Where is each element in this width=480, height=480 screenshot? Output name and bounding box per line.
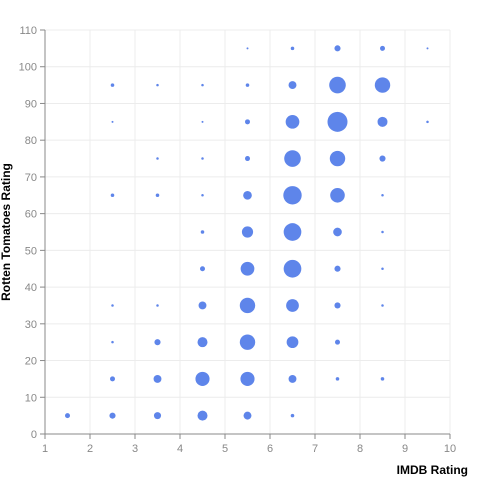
bubble-point	[284, 150, 301, 167]
bubble-point	[198, 337, 208, 347]
bubble-point	[336, 377, 340, 381]
bubble-point	[381, 194, 384, 197]
bubble-point	[111, 83, 115, 87]
bubble-point	[328, 112, 348, 132]
bubble-point	[201, 84, 204, 87]
y-tick-label: 110	[19, 25, 37, 37]
bubble-point	[246, 83, 250, 87]
y-tick-label: 70	[25, 172, 37, 184]
bubble-point	[334, 302, 340, 308]
bubble-point	[201, 157, 204, 160]
bubble-point	[379, 155, 385, 161]
bubble-point	[333, 228, 342, 237]
y-tick-label: 10	[25, 392, 37, 404]
bubble-point	[284, 223, 302, 241]
y-tick-label: 100	[19, 62, 37, 74]
bubble-point	[243, 191, 252, 200]
bubble-point	[240, 298, 255, 313]
bubble-point	[241, 262, 255, 276]
bubble-point	[112, 121, 114, 123]
bubble-point	[154, 339, 160, 345]
y-tick-label: 90	[25, 98, 37, 110]
x-tick-label: 6	[267, 443, 273, 455]
y-tick-label: 50	[25, 245, 37, 257]
bubble-point	[330, 188, 345, 203]
bubble-point	[156, 304, 159, 307]
bubble-point	[289, 375, 297, 383]
bubble-point	[335, 340, 340, 345]
bubble-point	[110, 376, 115, 381]
bubble-point	[199, 302, 207, 310]
bubble-point	[195, 372, 209, 386]
y-tick-label: 80	[25, 135, 37, 147]
bubble-point	[201, 194, 204, 197]
bubble-point	[245, 156, 250, 161]
x-tick-label: 5	[222, 443, 228, 455]
bubble-point	[154, 375, 162, 383]
x-tick-label: 2	[87, 443, 93, 455]
bubble-point	[381, 267, 384, 270]
x-tick-label: 4	[177, 443, 183, 455]
bubble-point	[244, 412, 252, 420]
bubble-point	[334, 266, 340, 272]
bubble-point	[198, 411, 208, 421]
bubble-point	[201, 230, 205, 234]
bubble-point	[109, 413, 115, 419]
bubble-point	[381, 304, 384, 307]
x-axis-title: IMDB Rating	[397, 463, 468, 477]
x-tick-label: 8	[357, 443, 363, 455]
bubble-point	[334, 45, 340, 51]
x-tick-label: 9	[402, 443, 408, 455]
bubble-point	[156, 157, 159, 160]
y-tick-label: 30	[25, 319, 37, 331]
bubble-point	[375, 77, 390, 92]
x-tick-label: 1	[42, 443, 48, 455]
bubble-point	[427, 47, 429, 49]
bubble-point	[240, 372, 254, 386]
bubble-point	[380, 46, 385, 51]
y-axis-title: Rotten Tomatoes Rating	[0, 163, 13, 301]
bubble-point	[111, 341, 114, 344]
bubble-point	[286, 115, 300, 129]
bubble-point	[291, 47, 295, 51]
bubble-point	[287, 336, 299, 348]
bubble-point	[283, 186, 301, 204]
y-tick-label: 40	[25, 282, 37, 294]
bubble-point	[245, 119, 250, 124]
x-tick-label: 3	[132, 443, 138, 455]
bubble-point	[426, 121, 429, 124]
y-tick-label: 0	[31, 429, 37, 441]
bubble-point	[284, 260, 302, 278]
bubble-point	[156, 194, 160, 198]
bubble-point	[111, 304, 114, 307]
bubble-point	[329, 77, 346, 94]
bubble-point	[65, 413, 70, 418]
bubble-point	[378, 117, 388, 127]
bubble-point	[247, 47, 249, 49]
y-tick-label: 60	[25, 209, 37, 221]
bubble-point	[111, 194, 115, 198]
x-tick-label: 7	[312, 443, 318, 455]
bubble-point	[289, 81, 297, 89]
bubble-point	[154, 412, 161, 419]
bubble-point	[381, 377, 385, 381]
x-tick-label: 10	[444, 443, 456, 455]
bubble-point	[242, 226, 253, 237]
bubble-point	[240, 334, 255, 349]
y-tick-label: 20	[25, 356, 37, 368]
bubble-point	[200, 266, 205, 271]
bubble-point	[291, 414, 295, 418]
bubble-point	[330, 151, 345, 166]
data-points	[65, 45, 429, 420]
bubble-point	[381, 231, 384, 234]
bubble-point	[156, 84, 159, 87]
bubble-point	[202, 121, 204, 123]
bubble-point	[286, 299, 299, 312]
